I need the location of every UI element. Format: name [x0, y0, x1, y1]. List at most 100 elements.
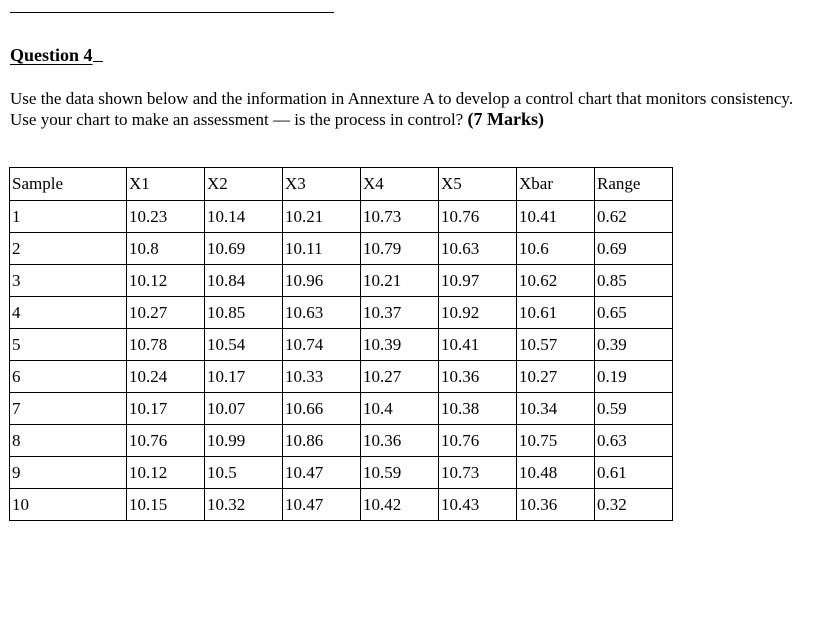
cell-xbar: 10.75	[516, 424, 595, 457]
cell-x1: 10.12	[126, 264, 205, 297]
cell-xbar: 10.62	[516, 264, 595, 297]
cell-x5: 10.73	[438, 456, 517, 489]
header-range: Range	[594, 167, 673, 201]
cell-x4: 10.39	[360, 328, 439, 361]
cell-range: 0.39	[594, 328, 673, 361]
cell-x5: 10.76	[438, 424, 517, 457]
cell-x3: 10.63	[282, 296, 361, 329]
table-row: 9 10.12 10.5 10.47 10.59 10.73 10.48 0.6…	[9, 456, 673, 489]
cell-range: 0.32	[594, 488, 673, 521]
cell-x3: 10.47	[282, 456, 361, 489]
header-x3: X3	[282, 167, 361, 201]
cell-sample: 5	[9, 328, 127, 361]
cell-x4: 10.79	[360, 232, 439, 265]
cell-range: 0.59	[594, 392, 673, 425]
cell-xbar: 10.6	[516, 232, 595, 265]
cell-x1: 10.12	[126, 456, 205, 489]
cell-x3: 10.74	[282, 328, 361, 361]
cell-x4: 10.27	[360, 360, 439, 393]
header-xbar: Xbar	[516, 167, 595, 201]
cell-x2: 10.07	[204, 392, 283, 425]
cell-x2: 10.85	[204, 296, 283, 329]
table-row: 6 10.24 10.17 10.33 10.27 10.36 10.27 0.…	[9, 360, 673, 393]
cell-x5: 10.43	[438, 488, 517, 521]
heading-underline-trail	[92, 44, 103, 62]
cell-xbar: 10.41	[516, 200, 595, 233]
cell-x4: 10.42	[360, 488, 439, 521]
cell-x3: 10.66	[282, 392, 361, 425]
cell-x1: 10.27	[126, 296, 205, 329]
table-header-row: Sample X1 X2 X3 X4 X5 Xbar Range	[9, 167, 673, 201]
cell-x5: 10.63	[438, 232, 517, 265]
header-x2: X2	[204, 167, 283, 201]
cell-sample: 3	[9, 264, 127, 297]
instruction-text: Use the data shown below and the informa…	[10, 89, 794, 129]
cell-xbar: 10.27	[516, 360, 595, 393]
table-row: 7 10.17 10.07 10.66 10.4 10.38 10.34 0.5…	[9, 392, 673, 425]
cell-x2: 10.5	[204, 456, 283, 489]
cell-range: 0.65	[594, 296, 673, 329]
cell-x1: 10.8	[126, 232, 205, 265]
cell-x5: 10.97	[438, 264, 517, 297]
cell-x3: 10.21	[282, 200, 361, 233]
cell-x5: 10.36	[438, 360, 517, 393]
cell-xbar: 10.34	[516, 392, 595, 425]
cell-x4: 10.36	[360, 424, 439, 457]
cell-sample: 9	[9, 456, 127, 489]
cell-x5: 10.92	[438, 296, 517, 329]
cell-xbar: 10.57	[516, 328, 595, 361]
marks-label: (7 Marks)	[467, 109, 544, 129]
table-row: 2 10.8 10.69 10.11 10.79 10.63 10.6 0.69	[9, 232, 673, 265]
cell-x1: 10.17	[126, 392, 205, 425]
cell-x3: 10.11	[282, 232, 361, 265]
cell-xbar: 10.36	[516, 488, 595, 521]
cell-x4: 10.59	[360, 456, 439, 489]
cell-range: 0.61	[594, 456, 673, 489]
question-heading-text: Question 4	[10, 45, 93, 65]
cell-x4: 10.4	[360, 392, 439, 425]
cell-x3: 10.86	[282, 424, 361, 457]
cell-x2: 10.14	[204, 200, 283, 233]
cell-x3: 10.96	[282, 264, 361, 297]
cell-x4: 10.73	[360, 200, 439, 233]
header-x5: X5	[438, 167, 517, 201]
cell-range: 0.69	[594, 232, 673, 265]
cell-x5: 10.76	[438, 200, 517, 233]
table-row: 10 10.15 10.32 10.47 10.42 10.43 10.36 0…	[9, 488, 673, 521]
cell-x2: 10.32	[204, 488, 283, 521]
cell-range: 0.62	[594, 200, 673, 233]
cell-x5: 10.38	[438, 392, 517, 425]
cell-x5: 10.41	[438, 328, 517, 361]
table-row: 1 10.23 10.14 10.21 10.73 10.76 10.41 0.…	[9, 200, 673, 233]
cell-x4: 10.37	[360, 296, 439, 329]
cell-range: 0.85	[594, 264, 673, 297]
cell-xbar: 10.48	[516, 456, 595, 489]
table-row: 3 10.12 10.84 10.96 10.21 10.97 10.62 0.…	[9, 264, 673, 297]
cell-range: 0.63	[594, 424, 673, 457]
cell-sample: 2	[9, 232, 127, 265]
question-heading: Question 4	[10, 44, 103, 66]
cell-sample: 6	[9, 360, 127, 393]
cell-x2: 10.54	[204, 328, 283, 361]
table-row: 4 10.27 10.85 10.63 10.37 10.92 10.61 0.…	[9, 296, 673, 329]
cell-x2: 10.69	[204, 232, 283, 265]
cell-x3: 10.47	[282, 488, 361, 521]
header-sample: Sample	[9, 167, 127, 201]
top-divider	[10, 12, 334, 13]
cell-x2: 10.99	[204, 424, 283, 457]
cell-x2: 10.17	[204, 360, 283, 393]
cell-sample: 8	[9, 424, 127, 457]
cell-sample: 4	[9, 296, 127, 329]
cell-x1: 10.23	[126, 200, 205, 233]
cell-xbar: 10.61	[516, 296, 595, 329]
cell-sample: 1	[9, 200, 127, 233]
header-x4: X4	[360, 167, 439, 201]
question-instructions: Use the data shown below and the informa…	[10, 88, 800, 130]
cell-x1: 10.76	[126, 424, 205, 457]
table-row: 8 10.76 10.99 10.86 10.36 10.76 10.75 0.…	[9, 424, 673, 457]
cell-x1: 10.24	[126, 360, 205, 393]
sample-data-table: Sample X1 X2 X3 X4 X5 Xbar Range 1 10.23…	[9, 167, 673, 521]
cell-x3: 10.33	[282, 360, 361, 393]
cell-x1: 10.78	[126, 328, 205, 361]
cell-sample: 7	[9, 392, 127, 425]
